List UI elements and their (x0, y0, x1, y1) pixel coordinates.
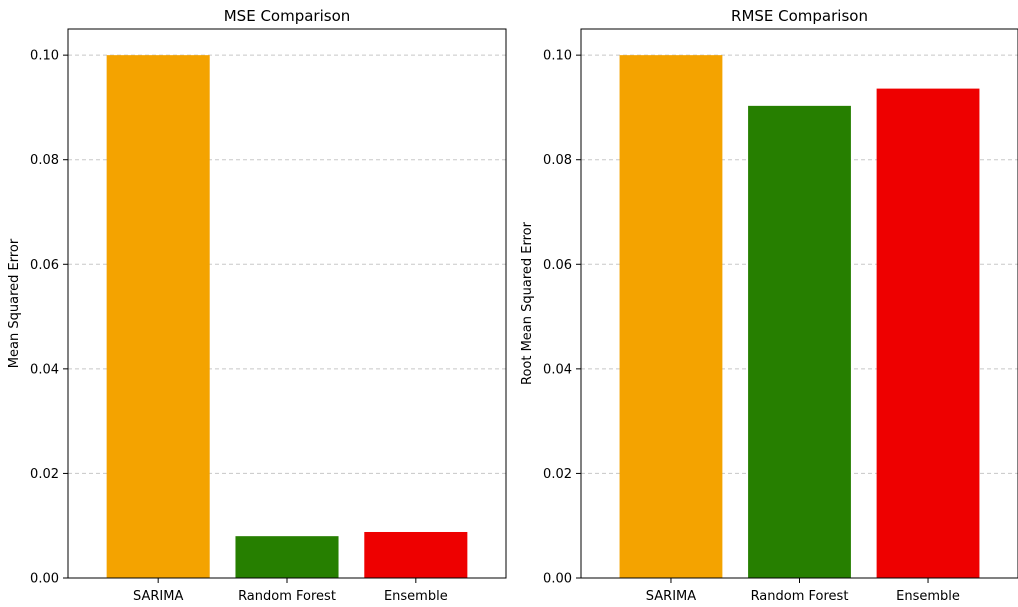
y-tick-label: 0.02 (30, 467, 59, 482)
x-tick-label: SARIMA (133, 589, 183, 604)
x-tick-label: SARIMA (646, 589, 696, 604)
y-tick-label: 0.00 (30, 572, 59, 587)
x-tick-label: Random Forest (751, 589, 849, 604)
chart-panel-1: 0.00 0.02 0.04 0.06 0.08 0.10 SARIMA Random For… (7, 7, 507, 604)
x-tick-label: Ensemble (896, 589, 960, 604)
y-tick-label: 0.10 (543, 49, 572, 64)
y-tick-label: 0.00 (543, 572, 572, 587)
y-tick-label: 0.08 (543, 153, 572, 168)
y-tick-label: 0.02 (543, 467, 572, 482)
bar-sarima (106, 55, 210, 578)
y-tick-label: 0.10 (30, 49, 59, 64)
bar-sarima (619, 55, 723, 578)
y-tick-label: 0.04 (30, 362, 59, 377)
y-tick-label: 0.04 (543, 362, 572, 377)
bar-ensemble (364, 531, 468, 578)
bar-random-forest (235, 536, 339, 578)
bar-ensemble (876, 88, 980, 578)
x-tick-label: Random Forest (238, 589, 336, 604)
chart-panel-2: 0.00 0.02 0.04 0.06 0.08 0.10 SARIMA Random For… (520, 7, 1018, 604)
y-tick-label: 0.08 (30, 153, 59, 168)
y-axis-label: Root Mean Squared Error (520, 221, 535, 385)
bar-random-forest (748, 105, 851, 579)
chart-title: MSE Comparison (224, 7, 351, 25)
y-axis-label: Mean Squared Error (7, 238, 22, 368)
chart-title: RMSE Comparison (731, 7, 868, 25)
y-tick-label: 0.06 (543, 258, 572, 273)
y-tick-label: 0.06 (30, 258, 59, 273)
x-tick-label: Ensemble (384, 589, 448, 604)
